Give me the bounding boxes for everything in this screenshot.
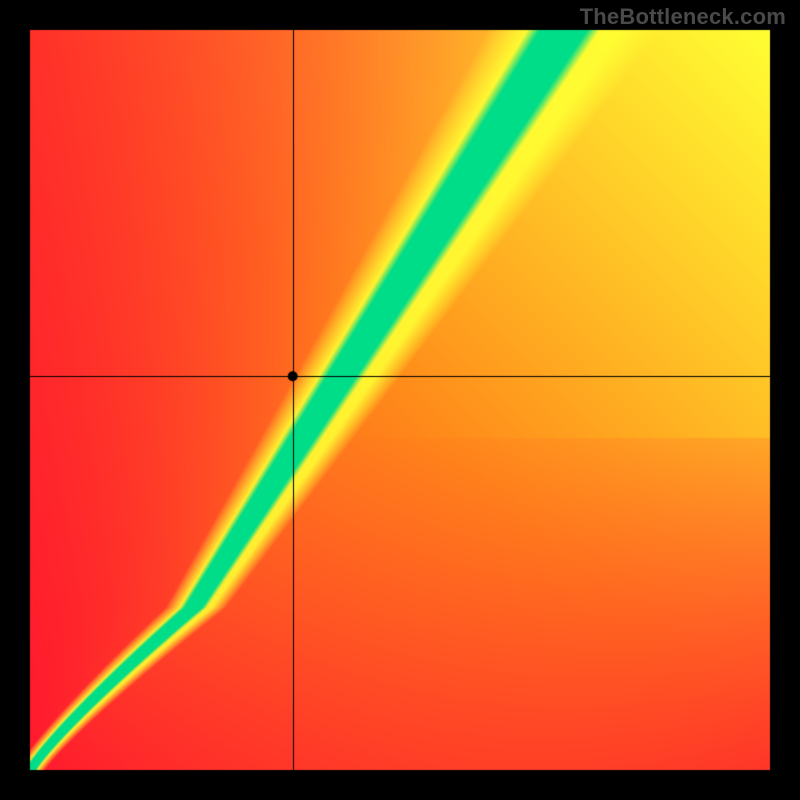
watermark-text: TheBottleneck.com [580, 4, 786, 30]
chart-container: TheBottleneck.com [0, 0, 800, 800]
heatmap-canvas [0, 0, 800, 800]
